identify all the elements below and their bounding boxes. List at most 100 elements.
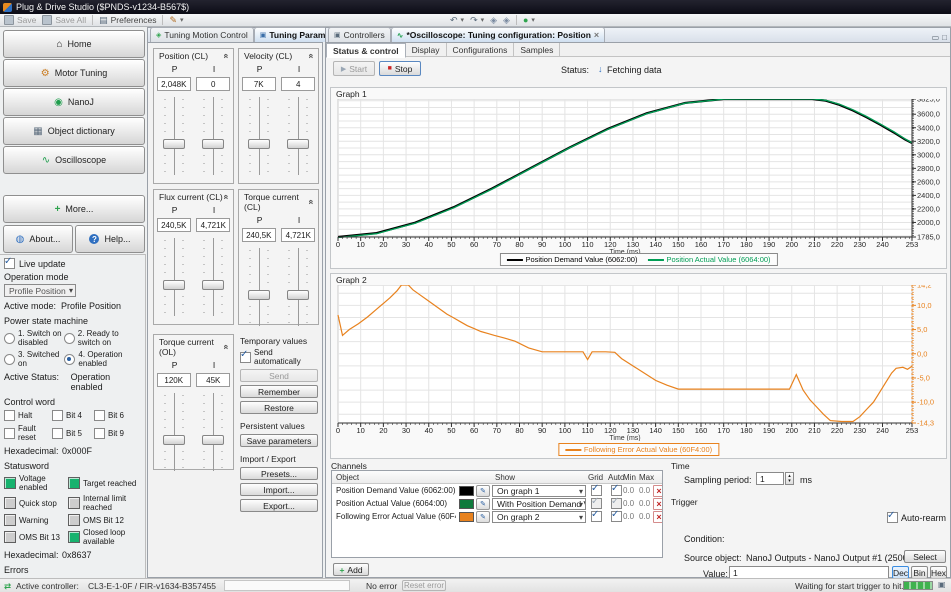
grid-checkbox[interactable] [591, 484, 602, 496]
slider-handle[interactable] [162, 280, 185, 291]
tab-controllers[interactable]: ▣ Controllers [328, 27, 391, 42]
live-update-row[interactable]: Live update [4, 256, 141, 269]
i-value-field[interactable]: 45K [196, 373, 231, 387]
p-value-field[interactable]: 120K [156, 373, 191, 387]
checkbox-icon[interactable] [52, 427, 63, 439]
help-button[interactable]: ? Help... [75, 225, 145, 253]
auto-rearm-row[interactable]: Auto-rearm [887, 510, 946, 523]
operation-mode-select[interactable]: Profile Position [4, 284, 76, 297]
checkbox-icon[interactable] [4, 427, 15, 439]
sidebar-item-nanoj[interactable]: ◉ NanoJ [3, 88, 145, 116]
collapse-icon[interactable]: « [306, 53, 317, 59]
cw-bit9[interactable]: Bit 9 [94, 424, 124, 442]
psm-option-3[interactable]: 3. Switched on [4, 350, 64, 368]
subtab-display[interactable]: Display [406, 43, 447, 56]
presets-button[interactable]: Presets... [240, 467, 318, 480]
p-value-field[interactable]: 7K [241, 77, 276, 91]
i-value-field[interactable]: 4 [281, 77, 316, 91]
save-all-button[interactable]: Save All [42, 15, 86, 25]
color-swatch[interactable] [459, 511, 474, 522]
p-slider[interactable] [244, 95, 274, 177]
save-parameters-button[interactable]: Save parameters [240, 434, 318, 447]
stop-button[interactable]: ■ Stop [379, 61, 421, 76]
checkbox-icon[interactable] [94, 410, 105, 421]
collapse-icon[interactable]: « [306, 199, 317, 205]
radio-icon[interactable] [64, 353, 76, 365]
sidebar-item-more[interactable]: + More... [3, 195, 145, 223]
slider-handle[interactable] [202, 280, 225, 291]
color-swatch[interactable] [459, 498, 474, 509]
p-value-field[interactable]: 2,048K [156, 77, 191, 91]
checkbox-icon[interactable] [52, 410, 63, 421]
edit-color-icon[interactable]: ✎ [476, 484, 490, 497]
tab-tuning-motion-control[interactable]: ◈ Tuning Motion Control [150, 27, 254, 42]
grid-checkbox[interactable] [591, 510, 602, 522]
radio-icon[interactable] [63, 332, 75, 344]
channel-row-demand[interactable]: Position Demand Value (6062:00) ✎ On gra… [332, 484, 662, 497]
sidebar-item-motor-tuning[interactable]: ⚙ Motor Tuning [3, 59, 145, 87]
i-value-field[interactable]: 0 [196, 77, 231, 91]
reset-error-button[interactable]: Reset error [402, 580, 446, 591]
p-value-field[interactable]: 240,5K [241, 228, 276, 242]
auto-rearm-checkbox[interactable] [887, 510, 898, 523]
add-channel-button[interactable]: + Add [333, 563, 369, 576]
checkbox-icon[interactable] [4, 410, 15, 421]
radio-icon[interactable] [4, 332, 15, 344]
edit-color-icon[interactable]: ✎ [476, 510, 490, 523]
start-button[interactable]: ▶ Start [333, 61, 375, 76]
slider-handle[interactable] [202, 139, 225, 150]
sidebar-item-home[interactable]: ⌂ Home [3, 30, 145, 58]
subtab-status-control[interactable]: Status & control [326, 43, 406, 58]
delete-channel-icon[interactable]: × [653, 497, 662, 510]
preferences-button[interactable]: ▤ Preferences [99, 14, 157, 26]
auto-checkbox[interactable] [611, 510, 622, 522]
sidebar-item-object-dictionary[interactable]: ▦ Object dictionary [3, 117, 145, 145]
i-slider[interactable] [283, 95, 313, 177]
minimize-icon[interactable]: ▭ [931, 33, 940, 42]
delete-channel-icon[interactable]: × [653, 510, 662, 523]
psm-option-4[interactable]: 4. Operation enabled [64, 350, 141, 368]
delete-channel-icon[interactable]: × [653, 484, 662, 497]
i-value-field[interactable]: 4,721K [281, 228, 316, 242]
cw-bit4[interactable]: Bit 4 [52, 410, 94, 421]
collapse-icon[interactable]: « [221, 344, 232, 350]
checkbox-icon[interactable] [94, 427, 105, 439]
edit-color-icon[interactable]: ✎ [476, 497, 490, 510]
dec-button[interactable]: Dec [892, 566, 909, 579]
p-slider[interactable] [244, 246, 274, 328]
maximize-icon[interactable]: □ [942, 33, 947, 42]
i-slider[interactable] [198, 95, 228, 177]
tab-oscilloscope[interactable]: ∿ *Oscilloscope: Tuning configuration: Po… [390, 27, 606, 42]
slider-handle[interactable] [287, 139, 310, 150]
cw-halt[interactable]: Halt [4, 410, 52, 421]
subtab-samples[interactable]: Samples [514, 43, 561, 56]
send-button[interactable]: Send [240, 369, 318, 382]
collapse-icon[interactable]: « [221, 194, 232, 200]
close-icon[interactable]: × [593, 30, 600, 40]
show-select[interactable]: On graph 1 [492, 484, 586, 497]
cw-bit6[interactable]: Bit 6 [94, 410, 124, 421]
run-button[interactable]: ● ▾ [523, 15, 535, 25]
export-button[interactable]: Export... [240, 499, 318, 512]
subtab-configurations[interactable]: Configurations [447, 43, 515, 56]
bookmark-button[interactable]: ◈ [490, 15, 497, 26]
wand-button[interactable]: ✎ ▾ [169, 15, 183, 26]
psm-option-1[interactable]: 1. Switch on disabled [4, 329, 64, 347]
sampling-period-input[interactable]: 1 [756, 472, 784, 485]
about-button[interactable]: ◍ About... [3, 225, 73, 253]
psm-option-2[interactable]: 2. Ready to switch on [63, 329, 141, 347]
channel-row-actual[interactable]: Position Actual Value (6064:00) ✎ With P… [332, 497, 662, 510]
p-slider[interactable] [159, 391, 189, 473]
slider-handle[interactable] [202, 435, 225, 446]
sampling-period-spinner[interactable]: ▴ ▾ [785, 472, 794, 485]
bookmark2-button[interactable]: ◈ [503, 15, 510, 26]
auto-checkbox[interactable] [611, 484, 622, 496]
i-slider[interactable] [198, 391, 228, 473]
color-swatch[interactable] [459, 485, 474, 496]
p-slider[interactable] [159, 236, 189, 318]
i-slider[interactable] [283, 246, 313, 328]
live-update-checkbox[interactable] [4, 256, 15, 269]
undo-button[interactable]: ↶ ▾ [450, 15, 464, 26]
show-select[interactable]: On graph 2 [492, 510, 586, 523]
slider-handle[interactable] [287, 290, 310, 301]
